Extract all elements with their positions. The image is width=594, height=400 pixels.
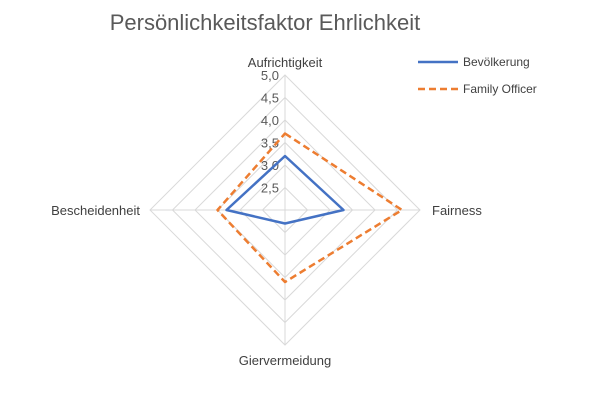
legend-label-0: Bevölkerung: [463, 55, 530, 69]
tick-label: 2,5: [261, 181, 279, 196]
radar-grid: [149, 74, 421, 346]
axis-label-fairness: Fairness: [432, 203, 482, 218]
tick-label: 4,5: [261, 91, 279, 106]
tick-label: 4,0: [261, 113, 279, 128]
tick-label: 3,0: [261, 158, 279, 173]
tick-label: 3,5: [261, 136, 279, 151]
radar-series: [216, 132, 404, 284]
tick-label: 5,0: [261, 68, 279, 83]
radial-tick-labels: 2,5 3,0 3,5 4,0 4,5 5,0: [261, 68, 279, 196]
chart-title: Persönlichkeitsfaktor Ehrlichkeit: [110, 10, 421, 35]
axis-labels: Aufrichtigkeit Fairness Giervermeidung Besc…: [51, 55, 482, 368]
legend-label-1: Family Officer: [463, 82, 537, 96]
legend: Bevölkerung Family Officer: [418, 55, 537, 96]
axis-label-aufrichtigkeit: Aufrichtigkeit: [248, 55, 323, 70]
axis-label-bescheidenheit: Bescheidenheit: [51, 203, 140, 218]
axis-label-giervermeidung: Giervermeidung: [239, 353, 332, 368]
